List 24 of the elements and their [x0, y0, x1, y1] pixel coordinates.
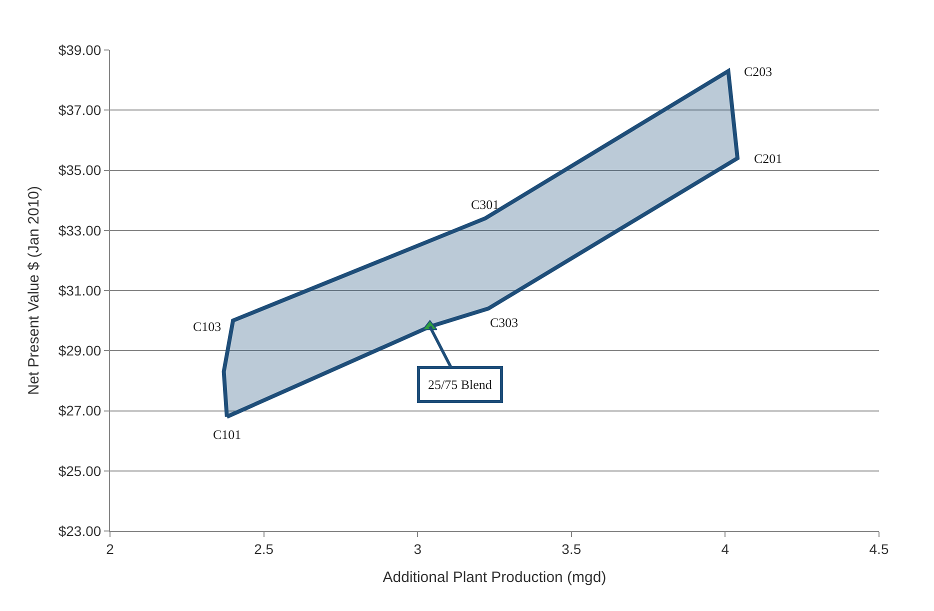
y-tick-label: $23.00 [58, 522, 102, 539]
annotation: 25/75 Blend [428, 377, 492, 392]
x-axis-title: Additional Plant Production (mgd) [382, 568, 606, 586]
y-tick-label: $31.00 [58, 282, 102, 298]
y-tick-label: $27.00 [58, 402, 102, 419]
x-tick-label: 3.5 [562, 540, 582, 557]
y-tick-label: $39.00 [58, 42, 102, 58]
annotation: C203 [744, 64, 772, 79]
y-tick-label: $25.00 [58, 462, 102, 479]
y-tick-label: $35.00 [58, 162, 102, 178]
y-axis-title: Net Present Value $ (Jan 2010) [26, 186, 43, 396]
annotation: C103 [193, 319, 222, 334]
annotation: C201 [754, 151, 782, 166]
y-tick-label: $37.00 [58, 102, 102, 118]
y-tick-label: $29.00 [58, 342, 102, 359]
annotation: C303 [490, 315, 518, 330]
x-tick-label: 3 [414, 540, 422, 557]
x-tick-label: 2 [106, 540, 114, 557]
y-tick-label: $33.00 [58, 222, 102, 238]
x-tick-label: 2.5 [254, 540, 274, 557]
x-tick-label: 4 [721, 540, 730, 557]
annotation: C301 [471, 197, 500, 212]
annotation: C101 [213, 427, 242, 442]
x-tick-label: 4.5 [869, 540, 889, 557]
